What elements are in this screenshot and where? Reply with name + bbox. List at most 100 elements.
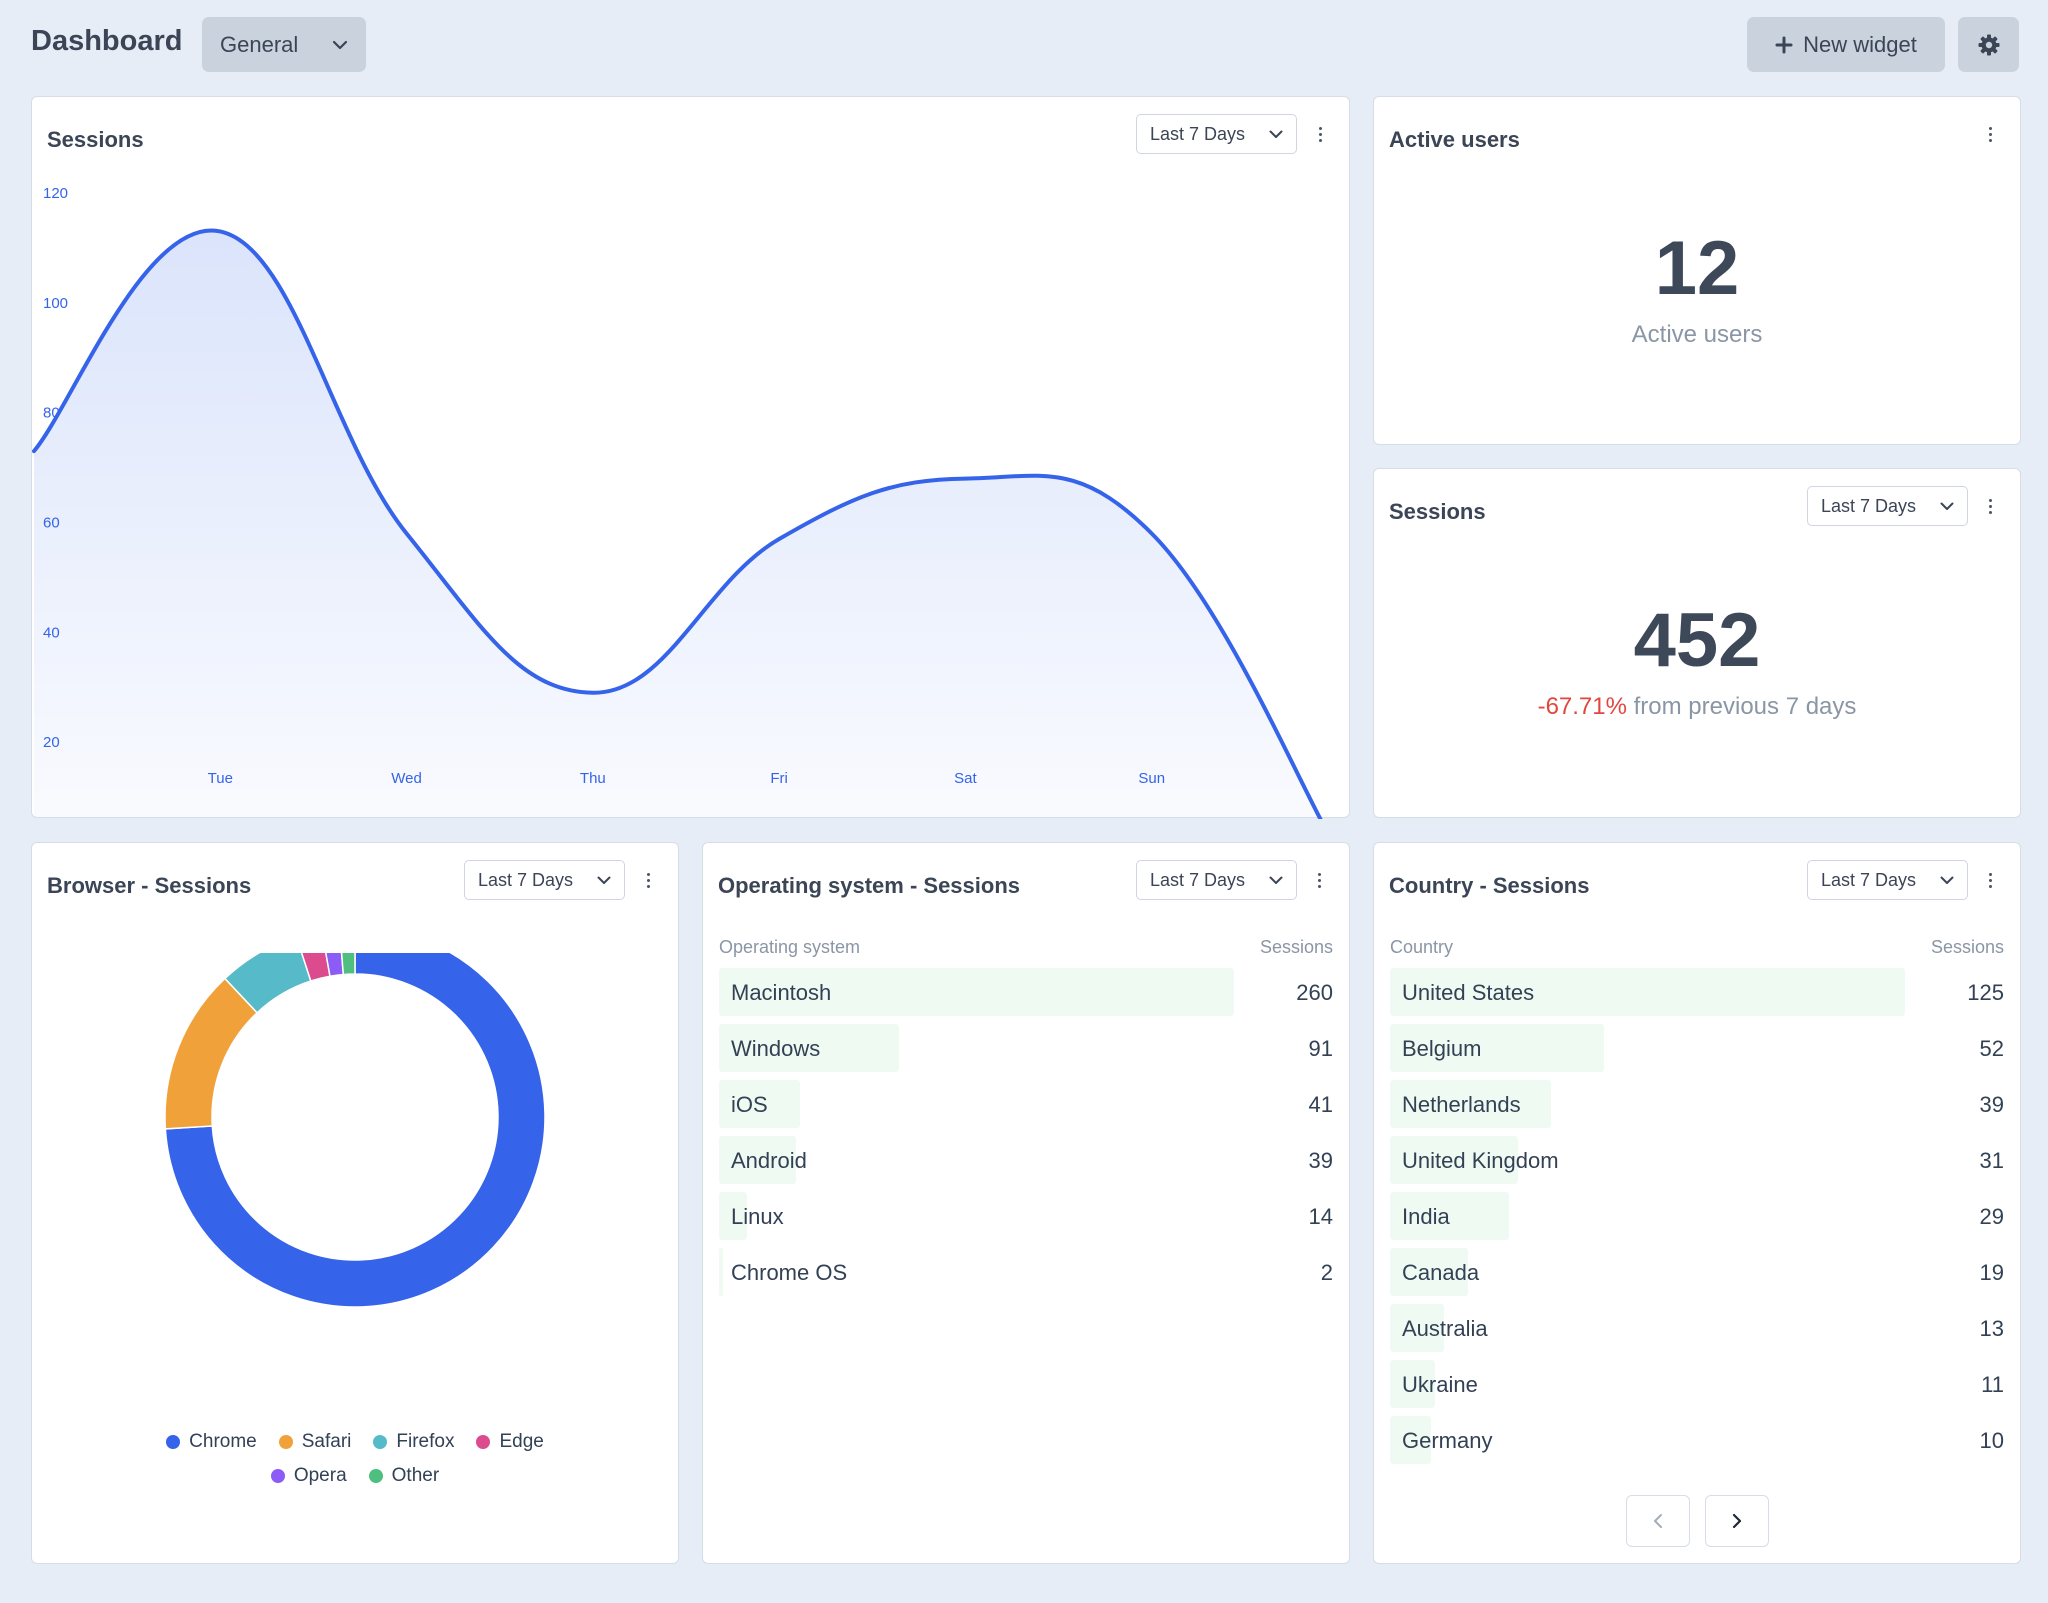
range-select[interactable]: Last 7 Days — [1807, 860, 1968, 900]
row-label: Germany — [1402, 1428, 1493, 1453]
more-options-icon[interactable] — [1309, 865, 1329, 895]
legend-item-edge[interactable]: Edge — [476, 1431, 544, 1453]
os-sessions-card: Operating system - Sessions Last 7 Days … — [702, 842, 1350, 1564]
row-value: 39 — [1308, 1148, 1333, 1173]
y-tick-label: 100 — [43, 295, 68, 312]
row-value: 260 — [1296, 980, 1333, 1005]
column-header-name: Operating system — [719, 937, 861, 957]
row-label: Chrome OS — [731, 1260, 848, 1285]
column-header-sessions: Sessions — [1259, 937, 1333, 957]
list-row[interactable]: Belgium 52 — [1390, 1024, 2004, 1072]
list-row[interactable]: United States 125 — [1390, 968, 2004, 1016]
sessions-total-count: 452 — [1633, 598, 1761, 683]
legend-label: Other — [391, 1465, 440, 1486]
sessions-change-percent: -67.71% — [1537, 693, 1627, 720]
row-label: Windows — [731, 1036, 821, 1061]
legend-row: Opera Other — [32, 1465, 678, 1487]
y-tick-label: 20 — [43, 734, 60, 751]
list-row[interactable]: Ukraine 11 — [1390, 1360, 2004, 1408]
sessions-change-suffix: from previous 7 days — [1633, 693, 1857, 720]
row-value: 14 — [1308, 1204, 1333, 1229]
value-bar — [719, 1192, 747, 1240]
more-options-icon[interactable] — [638, 865, 658, 895]
list-row[interactable]: iOS 41 — [719, 1080, 1333, 1128]
value-bar — [1390, 1080, 1551, 1128]
sessions-chart-card: Sessions Last 7 Days 120 100 80 60 40 20 Tue We… — [31, 96, 1350, 819]
list-row[interactable]: Android 39 — [719, 1136, 1333, 1184]
more-options-icon[interactable] — [1980, 865, 2000, 895]
sessions-area-fill — [34, 230, 1321, 819]
row-value: 91 — [1308, 1036, 1333, 1061]
legend-item-firefox[interactable]: Firefox — [373, 1431, 454, 1453]
sessions-series-line — [32, 228, 1323, 819]
legend-item-chrome[interactable]: Chrome — [166, 1431, 257, 1453]
list-row[interactable]: Canada 19 — [1390, 1248, 2004, 1296]
range-select[interactable]: Last 7 Days — [1136, 860, 1297, 900]
value-bar — [1390, 1248, 1469, 1296]
list-row[interactable]: Netherlands 39 — [1390, 1080, 2004, 1128]
legend-label: Firefox — [396, 1431, 455, 1452]
value-bar — [719, 1024, 900, 1072]
list-row[interactable]: Linux 14 — [719, 1192, 1333, 1240]
legend-dot-icon — [373, 1435, 388, 1449]
sessions-area-chart: 120 100 80 60 40 20 Tue Wed Thu Fri Sat Sun — [32, 185, 1323, 819]
y-tick-label: 40 — [43, 624, 60, 641]
legend-row: Chrome Safari Firefox Edge — [32, 1431, 678, 1453]
donut-slice-safari[interactable] — [164, 977, 259, 1130]
list-row[interactable]: Australia 13 — [1390, 1304, 2004, 1352]
value-bar — [719, 1080, 801, 1128]
settings-button[interactable] — [1958, 17, 2019, 72]
list-row[interactable]: India 29 — [1390, 1192, 2004, 1240]
range-select[interactable]: Last 7 Days — [1136, 114, 1297, 154]
legend-item-opera[interactable]: Opera — [270, 1465, 347, 1487]
more-options-icon[interactable] — [1310, 119, 1330, 149]
legend-item-other[interactable]: Other — [368, 1465, 440, 1487]
row-value: 52 — [1979, 1036, 2004, 1061]
range-select[interactable]: Last 7 Days — [1807, 486, 1968, 526]
row-label: Ukraine — [1402, 1372, 1478, 1397]
previous-page-button[interactable] — [1626, 1495, 1690, 1547]
x-tick-label: Sat — [954, 770, 977, 787]
range-label: Last 7 Days — [1150, 869, 1246, 890]
card-title: Active users — [1389, 127, 1520, 152]
value-bar — [1390, 1304, 1444, 1352]
chevron-left-icon — [1654, 1514, 1662, 1528]
range-label: Last 7 Days — [1150, 123, 1246, 144]
range-select[interactable]: Last 7 Days — [464, 860, 625, 900]
sessions-total-card: Sessions Last 7 Days 452 -67.71% from pr… — [1373, 468, 2021, 818]
value-bar — [1390, 1192, 1510, 1240]
legend-label: Opera — [293, 1465, 347, 1486]
more-options-icon[interactable] — [1980, 491, 2000, 521]
list-row[interactable]: United Kingdom 31 — [1390, 1136, 2004, 1184]
chevron-down-icon — [1269, 130, 1283, 138]
list-row[interactable]: Chrome OS 2 — [719, 1248, 1333, 1296]
dashboard-filter-select[interactable]: General — [202, 17, 366, 72]
list-row[interactable]: Windows 91 — [719, 1024, 1333, 1072]
legend-dot-icon — [278, 1435, 293, 1449]
list-row[interactable]: Macintosh 260 — [719, 968, 1333, 1016]
row-label: Netherlands — [1402, 1092, 1521, 1117]
more-options-icon[interactable] — [1980, 119, 2000, 149]
row-label: Australia — [1402, 1316, 1488, 1341]
row-label: United States — [1402, 980, 1535, 1005]
range-label: Last 7 Days — [478, 869, 574, 890]
x-tick-label: Sun — [1138, 770, 1165, 787]
row-value: 125 — [1967, 980, 2004, 1005]
country-sessions-card: Country - Sessions Last 7 Days Country S… — [1373, 842, 2021, 1564]
column-header-name: Country — [1390, 937, 1454, 957]
browser-legend: Chrome Safari Firefox Edge Opera Other — [32, 1431, 678, 1499]
gear-icon — [1978, 34, 1999, 55]
chevron-right-icon — [1732, 1513, 1742, 1529]
donut-slice-other[interactable] — [339, 953, 356, 976]
row-value: 41 — [1308, 1092, 1333, 1117]
row-label: Belgium — [1402, 1036, 1482, 1061]
top-bar: Dashboard General New widget — [0, 0, 2048, 90]
donut-slice-chrome[interactable] — [164, 953, 546, 1308]
value-bar — [1390, 968, 1905, 1016]
x-tick-label: Wed — [391, 770, 422, 787]
list-row[interactable]: Germany 10 — [1390, 1416, 2004, 1464]
legend-item-safari[interactable]: Safari — [278, 1431, 351, 1453]
new-widget-button[interactable]: New widget — [1747, 17, 1945, 72]
legend-dot-icon — [476, 1435, 491, 1449]
next-page-button[interactable] — [1705, 1495, 1769, 1547]
